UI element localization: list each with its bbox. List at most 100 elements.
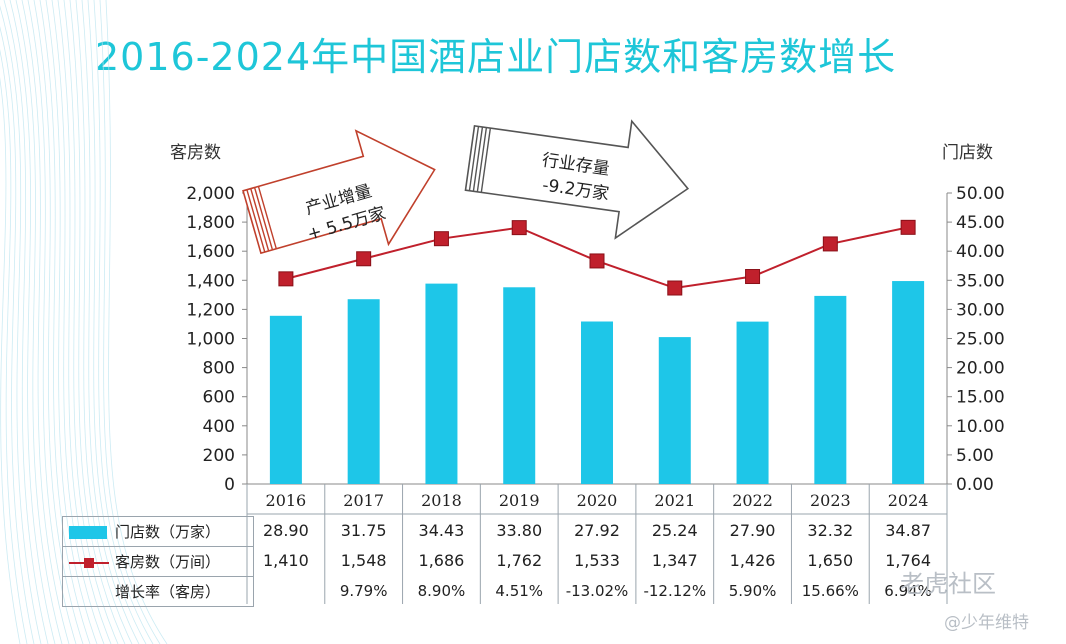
point-rooms-2018: [433, 231, 449, 247]
left-axis-tick-label: 400: [203, 417, 235, 437]
right-axis-tick-label: 25.00: [956, 330, 1005, 350]
right-axis-tick-label: 30.00: [956, 300, 1005, 320]
point-rooms-2022: [745, 269, 761, 285]
point-rooms-2024: [900, 219, 916, 235]
cell-stores: 28.90: [263, 521, 309, 540]
right-axis-title: 门店数: [942, 143, 993, 163]
mesh-line: [33, 0, 84, 644]
category-label: 2018: [421, 491, 462, 510]
left-axis-tick-label: 800: [203, 359, 235, 379]
table-row-growth: 增长率（客房）: [62, 576, 254, 607]
cell-growth: 6.94%: [884, 582, 932, 600]
cell-growth: -13.02%: [566, 582, 629, 600]
annotation-arrow-increment-stripe: [257, 186, 277, 249]
bar-stores-2022: [736, 321, 769, 484]
bar-stores-2024: [892, 281, 925, 484]
category-label: 2022: [732, 491, 773, 510]
table-row-rooms: 客房数（万间）: [62, 546, 254, 577]
bar-stores-2020: [581, 321, 613, 484]
category-label: 2017: [343, 491, 384, 510]
right-axis-tick-label: 35.00: [956, 271, 1005, 291]
annotation-arrow-stock-stripe: [468, 126, 480, 191]
cell-rooms: 1,347: [652, 551, 698, 570]
legend-bar-swatch: [69, 526, 107, 539]
cell-rooms: 1,548: [341, 551, 387, 570]
right-axis-tick-label: 0.00: [956, 475, 994, 495]
cell-rooms: 1,686: [419, 551, 465, 570]
annotation-arrow-stock-shape: [464, 119, 690, 240]
legend-line-swatch: [69, 557, 109, 568]
mesh-line: [0, 26, 35, 644]
cell-stores: 31.75: [341, 521, 387, 540]
cell-growth: 8.90%: [418, 582, 466, 600]
mesh-line: [0, 5, 42, 644]
data-table: 门店数（万家） 客房数（万间） 增长率（客房）: [62, 516, 254, 607]
watermark-logo: 老虎社区: [900, 570, 996, 598]
legend-stores: 门店数（万家）: [62, 516, 254, 547]
mesh-line: [3, 0, 49, 644]
mesh-line: [21, 0, 70, 644]
left-axis-tick-label: 2,000: [186, 184, 235, 204]
mesh-line: [0, 76, 21, 644]
cell-stores: 34.43: [419, 521, 465, 540]
mesh-line: [9, 0, 56, 644]
bar-stores-2018: [425, 283, 458, 484]
right-axis-tick-label: 50.00: [956, 184, 1005, 204]
cell-growth: -12.12%: [643, 582, 706, 600]
annotation-arrow-increment-stripe: [246, 189, 266, 253]
right-axis-tick-label: 45.00: [956, 213, 1005, 233]
right-axis-tick-label: 15.00: [956, 388, 1005, 408]
mesh-line: [27, 0, 77, 644]
point-rooms-2021: [667, 280, 683, 296]
left-axis-title: 客房数: [170, 143, 221, 163]
annotation-arrow-increment: [242, 129, 436, 255]
cell-growth: 5.90%: [729, 582, 777, 600]
cell-rooms: 1,533: [574, 551, 620, 570]
bar-stores-2023: [814, 295, 847, 484]
left-axis-tick-label: 1,800: [186, 213, 235, 233]
legend-rooms-label: 客房数（万间）: [115, 553, 221, 571]
legend-rooms: 客房数（万间）: [62, 546, 254, 577]
left-axis-tick-label: 200: [203, 446, 235, 466]
point-rooms-2020: [589, 253, 605, 269]
point-rooms-2016: [278, 271, 294, 287]
bar-stores-2021: [658, 337, 691, 484]
right-axis-tick-label: 40.00: [956, 242, 1005, 262]
table-row-stores: 门店数（万家）: [62, 516, 254, 547]
cell-rooms: 1,762: [496, 551, 542, 570]
cell-stores: 34.87: [885, 521, 931, 540]
point-rooms-2019: [511, 220, 527, 236]
annotation-arrow-increment-shape: [242, 129, 436, 255]
category-label: 2024: [888, 491, 929, 510]
cell-stores: 27.90: [730, 521, 776, 540]
cell-stores: 32.32: [807, 521, 853, 540]
legend-growth-label: 增长率（客房）: [115, 583, 221, 601]
cell-rooms: 1,650: [807, 551, 853, 570]
watermark-author: @少年维特: [944, 613, 1029, 633]
annotation-arrow-stock-stripe: [472, 126, 484, 192]
chart-title: 2016-2024年中国酒店业门店数和客房数增长: [95, 35, 897, 79]
legend-stores-label: 门店数（万家）: [115, 523, 221, 541]
annotation-arrow-stock: [464, 119, 690, 240]
cell-rooms: 1,764: [885, 551, 931, 570]
mesh-line: [0, 49, 28, 644]
category-label: 2023: [810, 491, 851, 510]
annotation-arrow-increment-stripe: [253, 187, 274, 251]
left-axis-tick-label: 1,200: [186, 300, 235, 320]
point-rooms-2023: [822, 236, 838, 252]
left-axis-tick-label: 0: [224, 475, 235, 495]
left-axis-tick-label: 1,600: [186, 242, 235, 262]
annotation-arrow-stock-stripe: [476, 127, 488, 192]
cell-stores: 33.80: [496, 521, 542, 540]
cell-growth: 15.66%: [802, 582, 859, 600]
point-rooms-2017: [356, 251, 372, 267]
cell-growth: 4.51%: [495, 582, 543, 600]
cell-stores: 25.24: [652, 521, 698, 540]
left-axis-tick-label: 600: [203, 388, 235, 408]
annotation-arrow-stock-stripe: [480, 127, 492, 193]
cell-rooms: 1,410: [263, 551, 309, 570]
cell-stores: 27.92: [574, 521, 620, 540]
category-label: 2019: [499, 491, 540, 510]
cell-rooms: 1,426: [730, 551, 776, 570]
right-axis-tick-label: 5.00: [956, 446, 994, 466]
